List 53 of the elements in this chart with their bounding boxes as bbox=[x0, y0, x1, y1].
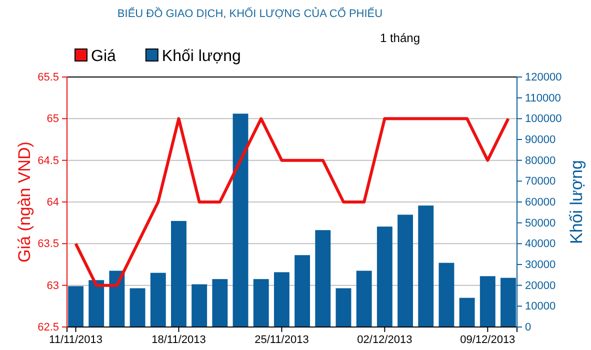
x-tick-label: 02/12/2013 bbox=[357, 334, 412, 346]
bar bbox=[274, 272, 290, 327]
y-tick-label: 64.5 bbox=[38, 154, 59, 167]
y2-tick-label: 0 bbox=[525, 322, 532, 334]
x-tick-label: 25/11/2013 bbox=[254, 334, 309, 346]
bar bbox=[171, 220, 186, 327]
bar bbox=[232, 114, 248, 327]
bar bbox=[418, 206, 434, 327]
y2-tick-label: 10000 bbox=[525, 300, 556, 313]
x-tick-label: 11/11/2013 bbox=[49, 334, 102, 346]
chart-title: BIỂU ĐỒ GIAO DỊCH, KHỐI LƯỢNG CỦA CỔ PHIẾU bbox=[117, 7, 383, 20]
y2-tick-label: 120000 bbox=[525, 72, 562, 84]
y2-tick-label: 20000 bbox=[525, 280, 556, 292]
y2-tick-label: 50000 bbox=[525, 217, 556, 230]
bar bbox=[212, 279, 228, 327]
bar bbox=[376, 226, 392, 327]
bar bbox=[438, 262, 454, 327]
bar bbox=[88, 280, 104, 327]
text: 1 tháng bbox=[380, 31, 420, 45]
y-tick-label: 64 bbox=[46, 196, 59, 209]
y-tick-label: 63.5 bbox=[38, 238, 59, 250]
y2-tick-label: 90000 bbox=[525, 134, 556, 146]
y-tick-label: 63 bbox=[46, 280, 59, 292]
x-tick-label: 09/12/2013 bbox=[460, 334, 516, 346]
bar bbox=[480, 276, 496, 327]
y-tick-label: 62.5 bbox=[38, 322, 59, 334]
bar bbox=[459, 298, 475, 327]
y2-tick-label: 70000 bbox=[525, 176, 556, 188]
bar bbox=[150, 272, 166, 327]
y2-tick-label: 110000 bbox=[525, 92, 561, 104]
y-axis-title: Giá (ngàn VND) bbox=[15, 142, 34, 262]
legend-label: Khối lượng bbox=[162, 48, 241, 65]
y-tick-label: 65.5 bbox=[38, 72, 59, 84]
y2-tick-label: 40000 bbox=[525, 238, 556, 250]
bar bbox=[192, 284, 208, 327]
line-series bbox=[74, 117, 510, 287]
bar bbox=[398, 214, 413, 327]
y2-tick-label: 60000 bbox=[525, 196, 556, 209]
legend-label: Giá bbox=[91, 48, 116, 65]
bar bbox=[68, 286, 84, 327]
bar bbox=[130, 288, 146, 327]
x-tick-label: 18/11/2013 bbox=[152, 334, 206, 346]
bar bbox=[315, 230, 331, 327]
y-tick-label: 65 bbox=[46, 113, 59, 126]
y2-tick-label: 100000 bbox=[525, 113, 562, 126]
bar bbox=[336, 288, 352, 327]
y2-axis-title: Khối lượng bbox=[567, 160, 586, 244]
y2-tick-label: 30000 bbox=[525, 259, 556, 272]
bar bbox=[253, 279, 269, 327]
y2-tick-label: 80000 bbox=[525, 154, 556, 167]
bar bbox=[294, 255, 310, 327]
bar bbox=[356, 270, 372, 327]
bar bbox=[109, 270, 125, 327]
